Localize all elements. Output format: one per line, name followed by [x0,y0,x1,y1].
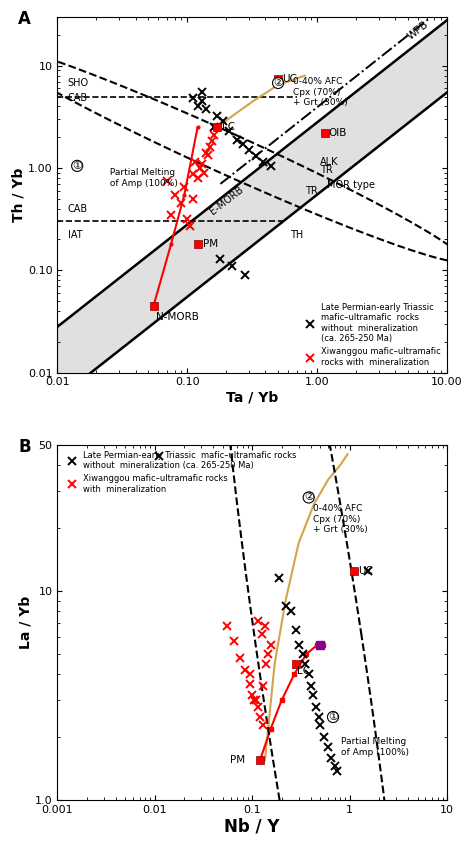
Text: CAB: CAB [68,93,88,103]
Text: SHO: SHO [68,78,89,88]
Text: TR: TR [320,165,333,175]
Y-axis label: La / Yb: La / Yb [18,596,32,649]
Text: 0-40% AFC
Cpx (70%)
+ Grt (30%): 0-40% AFC Cpx (70%) + Grt (30%) [313,505,368,534]
Text: UC: UC [283,74,297,84]
Text: OIB: OIB [328,128,346,138]
Legend: Late Permian-early Triassic  mafic–ultramafic rocks
without  mineralization (ca.: Late Permian-early Triassic mafic–ultram… [62,449,298,495]
Text: IAT: IAT [68,230,82,241]
Text: LC: LC [221,122,235,132]
Text: PM: PM [203,239,218,249]
X-axis label: Ta / Yb: Ta / Yb [226,390,278,404]
Text: ①: ① [72,161,82,171]
Text: UC: UC [358,566,374,576]
X-axis label: Nb / Y: Nb / Y [225,818,280,836]
Text: TH: TH [290,230,303,241]
Text: A: A [18,10,31,28]
Text: MOR type: MOR type [328,180,375,191]
Text: TR: TR [305,185,318,196]
Text: Partial Melting
of Amp (100%): Partial Melting of Amp (100%) [341,737,409,756]
Text: N-MORB: N-MORB [156,312,199,322]
Text: ②: ② [273,78,283,88]
Legend: Late Permian-early Triassic
mafic–ultramafic  rocks
without  mineralization
(ca.: Late Permian-early Triassic mafic–ultram… [300,302,443,368]
Text: B: B [18,438,31,456]
Text: ALK: ALK [320,157,338,167]
Text: ①: ① [328,712,338,722]
Text: WPB: WPB [406,19,431,42]
Text: CAB: CAB [68,204,88,213]
Text: ②: ② [304,492,314,502]
Text: Partial Melting
 of Amp (100%): Partial Melting of Amp (100%) [107,169,178,188]
Text: E-MORB: E-MORB [208,185,245,217]
Y-axis label: Th / Yb: Th / Yb [11,168,25,222]
Text: 0-40% AFC
Cpx (70%)
+ Grt (30%): 0-40% AFC Cpx (70%) + Grt (30%) [293,77,347,108]
Text: PM: PM [230,756,245,766]
Text: LC: LC [298,666,310,676]
